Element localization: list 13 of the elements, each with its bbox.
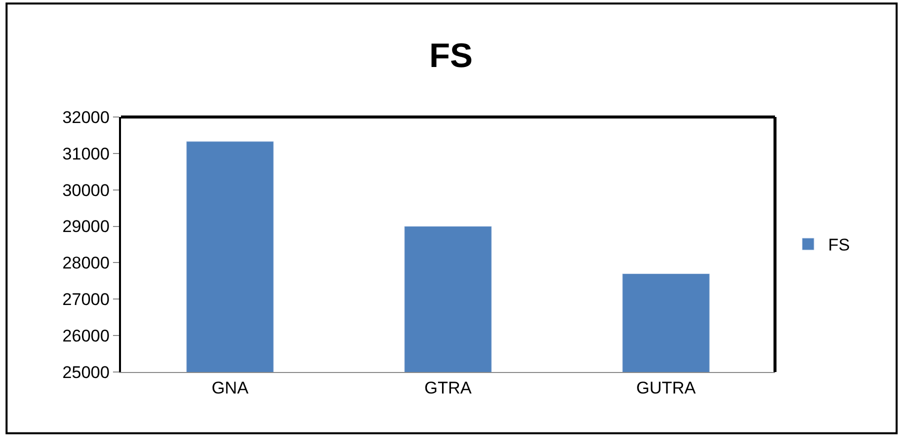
x-tick-label: GTRA: [424, 378, 472, 398]
x-tick-label: GNA: [212, 378, 250, 398]
y-tick-label: 32000: [62, 108, 110, 127]
y-tick-label: 25000: [62, 362, 110, 382]
y-tick-label: 31000: [62, 144, 110, 164]
y-tick-label: 26000: [62, 326, 110, 346]
x-tick-label: GUTRA: [636, 378, 696, 398]
y-tick-label: 29000: [62, 217, 110, 236]
y-tick-label: 27000: [62, 290, 110, 310]
y-tick-label: 30000: [62, 180, 110, 200]
legend-label: FS: [828, 236, 850, 255]
chart-title: FS: [429, 36, 473, 75]
y-tick-label: 28000: [62, 254, 110, 273]
